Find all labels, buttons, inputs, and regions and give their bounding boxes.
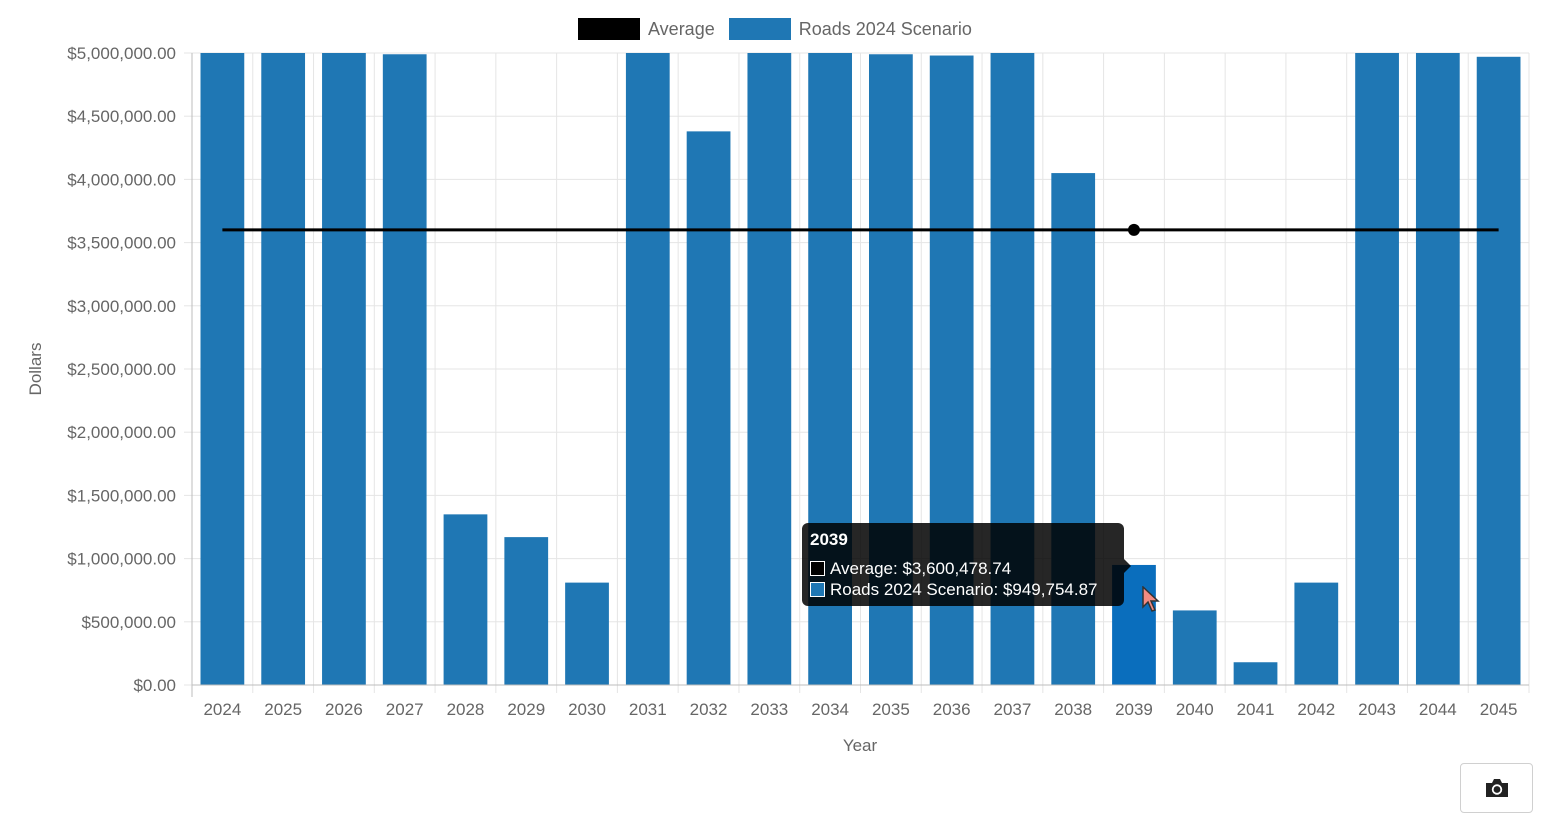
x-tick-label: 2041 [1237,700,1275,719]
legend-item-roads[interactable]: Roads 2024 Scenario [728,18,972,40]
y-tick-label: $1,000,000.00 [67,550,176,569]
bars [200,53,1521,686]
bar-2042[interactable] [1294,582,1339,685]
y-tick-label: $3,500,000.00 [67,234,176,253]
y-tick-label: $2,000,000.00 [67,423,176,442]
x-tick-label: 2044 [1419,700,1457,719]
bar-2025[interactable] [261,53,306,685]
y-tick-label: $5,000,000.00 [67,44,176,63]
bar-2032[interactable] [686,131,731,686]
average-point-highlight[interactable] [1127,223,1140,236]
bar-2030[interactable] [565,582,609,685]
x-tick-label: 2036 [933,700,971,719]
x-tick-label: 2042 [1297,700,1335,719]
y-axis-title: Dollars [26,343,45,396]
tooltip-average-text: Average: $3,600,478.74 [830,558,1012,578]
x-tick-label: 2040 [1176,700,1214,719]
y-tick-label: $2,500,000.00 [67,360,176,379]
x-tick-label: 2045 [1480,700,1518,719]
bar-2040[interactable] [1172,610,1217,685]
x-tick-label: 2024 [203,700,241,719]
average-line-layer [222,223,1499,236]
y-tick-label: $500,000.00 [81,613,176,632]
bar-2041[interactable] [1233,662,1278,685]
tooltip-title: 2039 [810,530,848,549]
axes: $0.00 $500,000.00 $1,000,000.00 $1,500,000.… [67,44,1529,719]
bar-2026[interactable] [322,53,366,685]
x-tick-label: 2028 [447,700,485,719]
x-tick-label: 2032 [690,700,728,719]
y-tick-label: $0.00 [133,676,176,695]
camera-icon [1485,779,1508,797]
bar-2038[interactable] [1051,173,1096,685]
x-tick-label: 2029 [507,700,545,719]
x-tick-label: 2043 [1358,700,1396,719]
tooltip-roads-text: Roads 2024 Scenario: $949,754.87 [830,579,1098,599]
tooltip-swatch-average [810,561,825,576]
tooltip-row-roads: Roads 2024 Scenario: $949,754.87 [810,579,1116,600]
x-tick-label: 2031 [629,700,667,719]
bar-2024[interactable] [200,53,245,685]
x-axis-title: Year [843,736,878,755]
x-tick-label: 2030 [568,700,606,719]
bar-2027[interactable] [382,54,427,686]
y-tick-label: $4,000,000.00 [67,170,176,189]
x-tick-label: 2034 [811,700,849,719]
x-tick-label: 2033 [750,700,788,719]
legend: Average Roads 2024 Scenario [578,18,986,40]
y-tick-label: $1,500,000.00 [67,486,176,505]
bar-2043[interactable] [1355,53,1399,685]
legend-label-average: Average [648,18,715,39]
y-tick-label: $3,000,000.00 [67,297,176,316]
legend-swatch-roads [728,18,791,40]
bar-2045[interactable] [1476,56,1521,686]
x-tick-label: 2037 [994,700,1032,719]
x-tick-label: 2027 [386,700,424,719]
x-tick-label: 2039 [1115,700,1153,719]
y-tick-label: $4,500,000.00 [67,107,176,126]
bar-2033[interactable] [747,53,792,685]
tooltip-row-average: Average: $3,600,478.74 [810,558,1116,579]
x-tick-label: 2026 [325,700,363,719]
legend-label-roads: Roads 2024 Scenario [798,18,972,39]
download-image-button[interactable] [1460,763,1533,813]
bar-2028[interactable] [443,514,488,685]
bar-2044[interactable] [1415,53,1460,685]
x-tick-label: 2035 [872,700,910,719]
tooltip-swatch-roads [810,582,825,597]
tooltip: 2039 Average: $3,600,478.74 Roads 2024 S… [802,523,1131,606]
x-tick-label: 2025 [264,700,302,719]
mouse-cursor-icon [1142,585,1162,619]
x-tick-label: 2038 [1054,700,1092,719]
legend-swatch-average [578,18,640,40]
bar-2029[interactable] [504,537,549,685]
bar-2031[interactable] [625,53,670,685]
legend-item-average[interactable]: Average [578,18,715,40]
